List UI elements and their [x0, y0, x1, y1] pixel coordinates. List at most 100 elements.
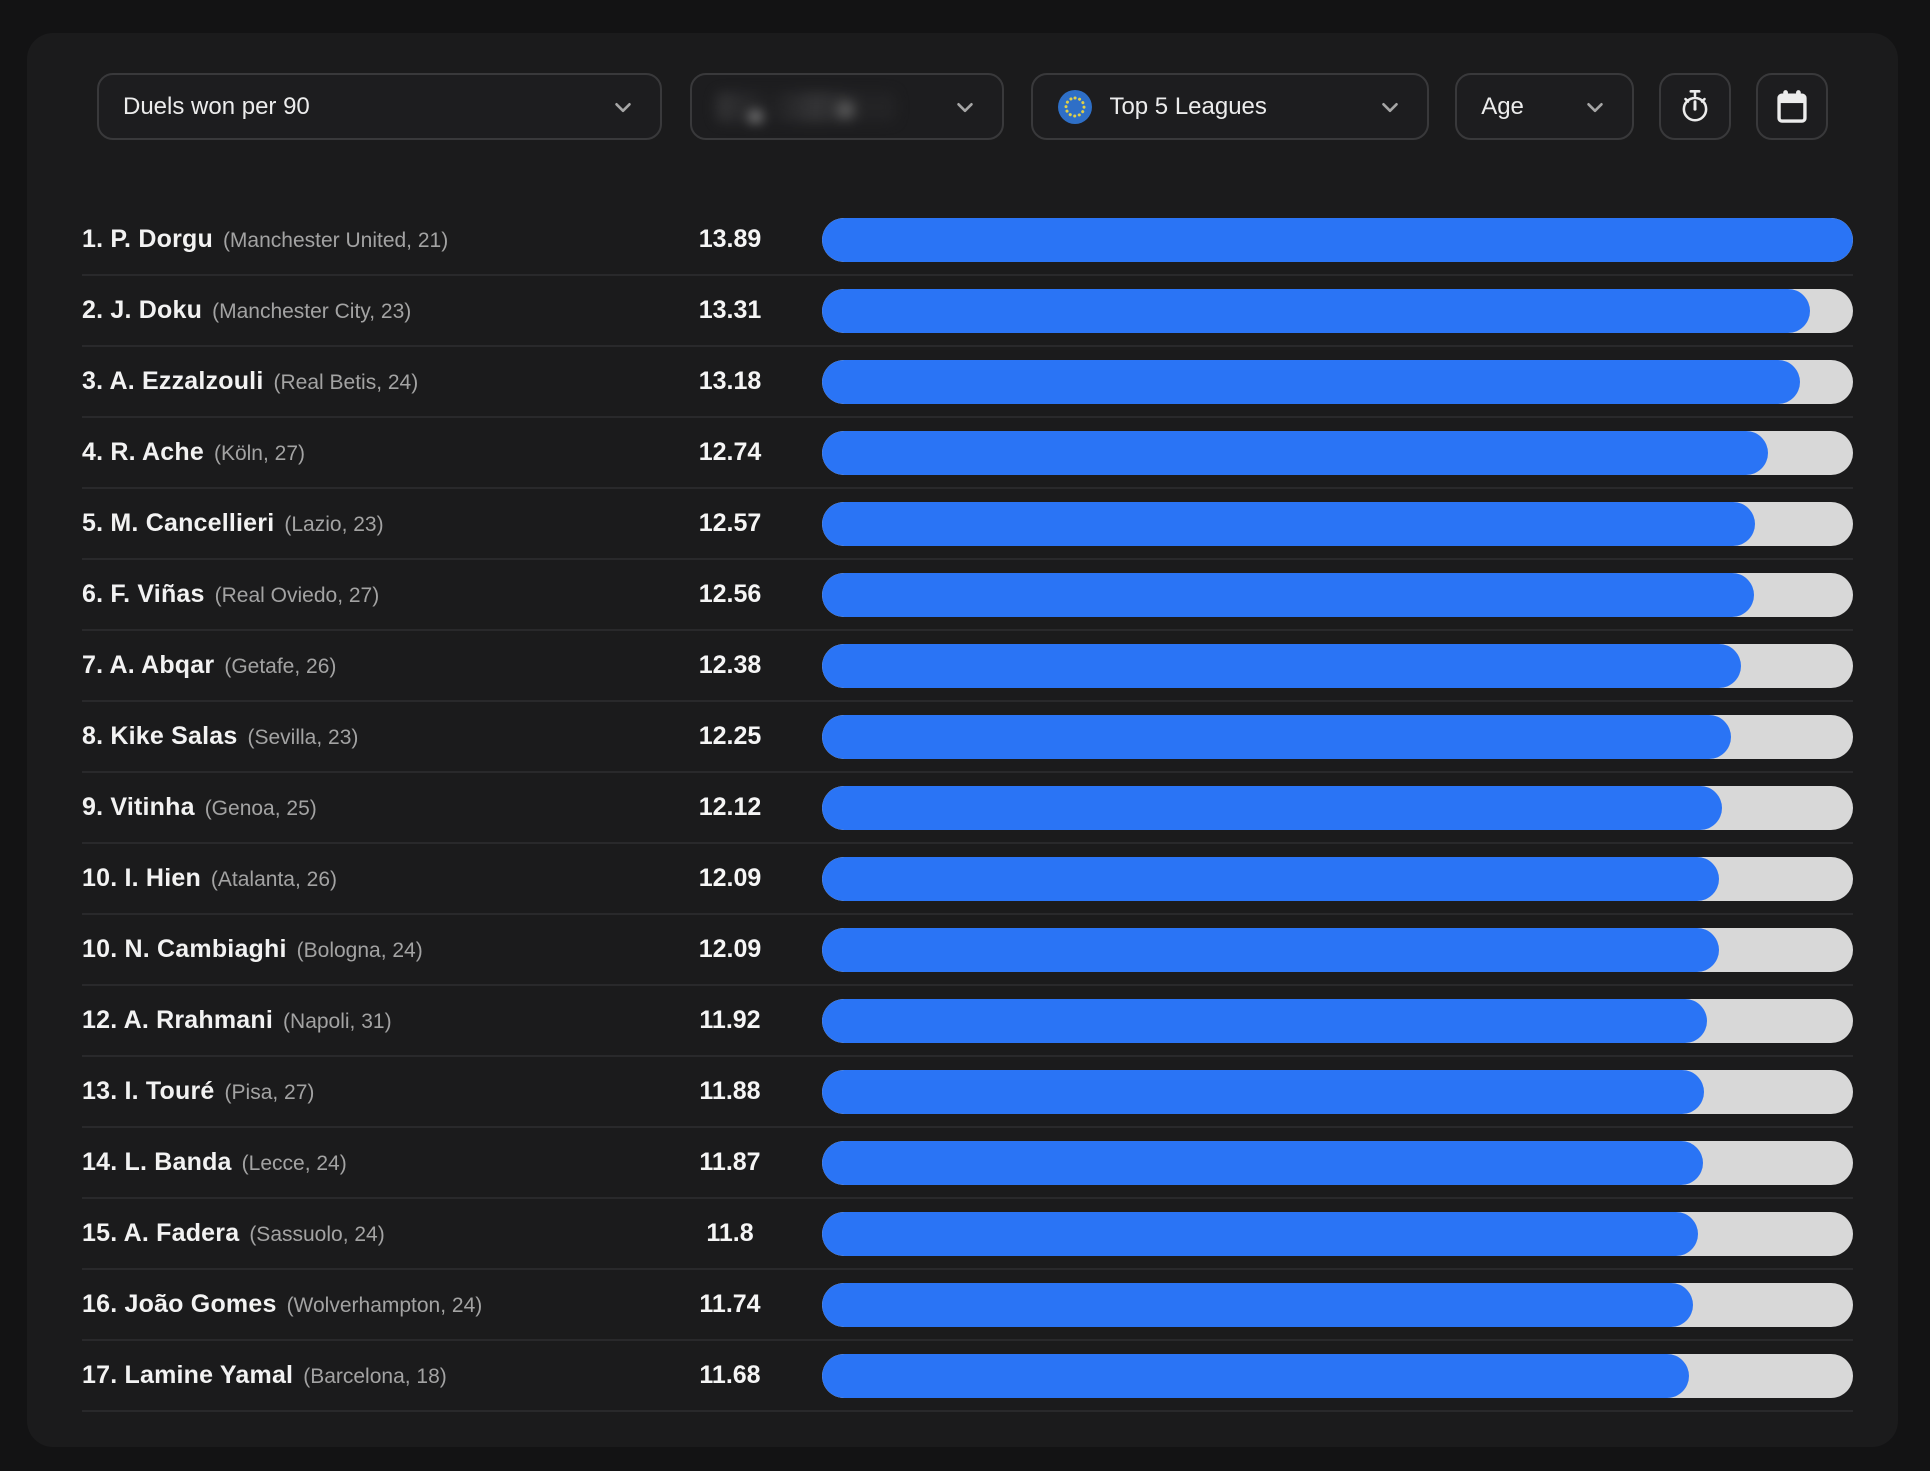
- player-row[interactable]: 7. A. Abqar (Getafe, 26) 12.38: [82, 631, 1853, 702]
- player-rank-name: 7. A. Abqar: [82, 651, 215, 679]
- stat-bar-fill: [822, 1282, 1694, 1327]
- player-team-age: (Sevilla, 23): [247, 726, 359, 749]
- stat-bar-track: [822, 501, 1853, 546]
- stat-bar-track: [822, 714, 1853, 759]
- chevron-down-icon: [1587, 102, 1603, 112]
- player-row[interactable]: 1. P. Dorgu (Manchester United, 21) 13.8…: [82, 205, 1853, 276]
- stat-bar-track: [822, 927, 1853, 972]
- stat-value: 12.38: [698, 651, 762, 679]
- stat-bar-fill: [822, 1140, 1704, 1185]
- stat-bar-track: [822, 856, 1853, 901]
- stat-bar-track: [822, 359, 1853, 404]
- player-rank-name: 15. A. Fadera: [82, 1219, 240, 1247]
- age-select-label: Age: [1481, 92, 1524, 120]
- player-team-age: (Real Betis, 24): [273, 371, 419, 394]
- player-row[interactable]: 13. I. Touré (Pisa, 27) 11.88: [82, 1057, 1853, 1128]
- player-row[interactable]: 4. R. Ache (Köln, 27) 12.74: [82, 418, 1853, 489]
- stat-value: 11.88: [699, 1077, 761, 1105]
- player-row[interactable]: 10. I. Hien (Atalanta, 26) 12.09: [82, 844, 1853, 915]
- stats-card: Duels won per 90 Top 5 Leagues Age: [27, 33, 1898, 1447]
- stat-bar-track: [822, 785, 1853, 830]
- player-rank-name: 1. P. Dorgu: [82, 225, 213, 253]
- player-rank-name: 12. A. Rrahmani: [82, 1006, 274, 1034]
- stat-value: 12.09: [698, 935, 762, 963]
- stat-value: 12.56: [698, 580, 762, 608]
- chevron-down-icon: [614, 102, 631, 112]
- player-rank-name: 13. I. Touré: [82, 1077, 215, 1105]
- stat-bar-track: [822, 1211, 1853, 1256]
- stat-bar-fill: [822, 501, 1756, 546]
- player-rank-name: 16. João Gomes: [82, 1290, 277, 1318]
- season-select[interactable]: [689, 73, 1005, 140]
- player-rank-name: 3. A. Ezzalzouli: [82, 367, 264, 395]
- stat-bar-track: [822, 430, 1853, 475]
- stat-value: 13.89: [698, 225, 762, 253]
- metric-select-label: Duels won per 90: [123, 92, 310, 120]
- player-row[interactable]: 16. João Gomes (Wolverhampton, 24) 11.74: [82, 1270, 1853, 1341]
- stat-value: 12.12: [698, 793, 762, 821]
- player-rank-name: 5. M. Cancellieri: [82, 509, 275, 537]
- stat-bar-track: [822, 1353, 1853, 1398]
- player-team-age: (Wolverhampton, 24): [286, 1294, 483, 1317]
- stat-bar-fill: [822, 359, 1801, 404]
- calendar-button[interactable]: [1756, 73, 1828, 140]
- player-rank-name: 10. I. Hien: [82, 864, 201, 892]
- stat-bar-fill: [822, 430, 1768, 475]
- metric-select[interactable]: Duels won per 90: [97, 73, 662, 140]
- stat-bar-fill: [822, 1069, 1704, 1114]
- player-rank-name: 10. N. Cambiaghi: [82, 935, 287, 963]
- league-select[interactable]: Top 5 Leagues: [1031, 73, 1430, 140]
- player-row[interactable]: 10. N. Cambiaghi (Bologna, 24) 12.09: [82, 915, 1853, 986]
- player-row[interactable]: 15. A. Fadera (Sassuolo, 24) 11.8: [82, 1199, 1853, 1270]
- player-row[interactable]: 14. L. Banda (Lecce, 24) 11.87: [82, 1128, 1853, 1199]
- player-row[interactable]: 5. M. Cancellieri (Lazio, 23) 12.57: [82, 489, 1853, 560]
- league-select-label: Top 5 Leagues: [1109, 92, 1267, 120]
- player-team-age: (Getafe, 26): [224, 655, 337, 678]
- stat-bar-fill: [822, 714, 1732, 759]
- player-row[interactable]: 6. F. Viñas (Real Oviedo, 27) 12.56: [82, 560, 1853, 631]
- player-team-age: (Real Oviedo, 27): [214, 584, 380, 607]
- stat-bar-fill: [822, 1211, 1698, 1256]
- player-row[interactable]: 9. Vitinha (Genoa, 25) 12.12: [82, 773, 1853, 844]
- player-row[interactable]: 3. A. Ezzalzouli (Real Betis, 24) 13.18: [82, 347, 1853, 418]
- stat-bar-track: [822, 1282, 1853, 1327]
- redacted-season-label: [715, 91, 896, 122]
- stat-bar-fill: [822, 856, 1720, 901]
- stat-bar-track: [822, 288, 1853, 333]
- stat-value: 11.68: [699, 1361, 761, 1389]
- stat-value: 13.18: [698, 367, 762, 395]
- leaderboard-list: 1. P. Dorgu (Manchester United, 21) 13.8…: [82, 205, 1853, 1412]
- timer-button[interactable]: [1659, 73, 1732, 140]
- player-rank-name: 4. R. Ache: [82, 438, 204, 466]
- player-row[interactable]: 17. Lamine Yamal (Barcelona, 18) 11.68: [82, 1341, 1853, 1412]
- stat-bar-fill: [822, 643, 1741, 688]
- player-rank-name: 9. Vitinha: [82, 793, 195, 821]
- chevron-down-icon: [1382, 102, 1398, 112]
- stopwatch-icon: [1682, 89, 1708, 122]
- player-team-age: (Lazio, 23): [284, 513, 384, 536]
- age-select[interactable]: Age: [1455, 73, 1635, 140]
- stat-bar-track: [822, 217, 1853, 262]
- stat-bar-track: [822, 1069, 1853, 1114]
- player-rank-name: 17. Lamine Yamal: [82, 1361, 294, 1389]
- player-team-age: (Lecce, 24): [241, 1152, 347, 1175]
- stat-bar-fill: [822, 998, 1707, 1043]
- player-team-age: (Barcelona, 18): [303, 1365, 447, 1388]
- stat-value: 12.09: [698, 864, 762, 892]
- stat-value: 12.74: [698, 438, 762, 466]
- stat-bar-track: [822, 1140, 1853, 1185]
- stat-bar-track: [822, 998, 1853, 1043]
- stat-bar-track: [822, 572, 1853, 617]
- stat-value: 12.25: [698, 722, 762, 750]
- player-row[interactable]: 2. J. Doku (Manchester City, 23) 13.31: [82, 276, 1853, 347]
- stat-value: 11.74: [699, 1290, 761, 1318]
- player-row[interactable]: 12. A. Rrahmani (Napoli, 31) 11.92: [82, 986, 1853, 1057]
- calendar-icon: [1777, 89, 1807, 123]
- stat-bar-fill: [822, 217, 1853, 262]
- player-team-age: (Genoa, 25): [204, 797, 317, 820]
- player-row[interactable]: 8. Kike Salas (Sevilla, 23) 12.25: [82, 702, 1853, 773]
- stat-value: 13.31: [698, 296, 762, 324]
- player-team-age: (Sassuolo, 24): [249, 1223, 385, 1246]
- player-rank-name: 6. F. Viñas: [82, 580, 205, 608]
